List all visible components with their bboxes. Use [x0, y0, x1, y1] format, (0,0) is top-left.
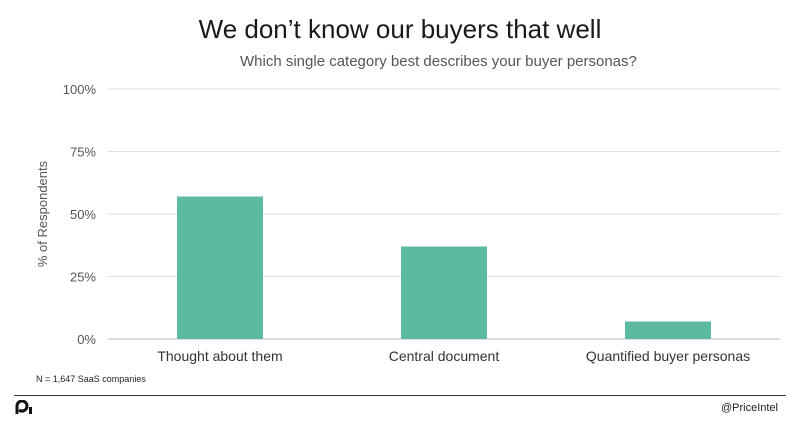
chart-title: We don’t know our buyers that well — [198, 14, 602, 44]
y-tick-label: 75% — [70, 145, 96, 160]
bar — [401, 246, 487, 339]
bar — [625, 321, 711, 339]
bar — [177, 196, 263, 339]
x-tick-label: Central document — [389, 348, 500, 364]
x-tick-label: Thought about them — [157, 348, 282, 364]
bar-chart: 0% 25% 50% 75% 100% % of Respondents Thought a… — [35, 82, 780, 364]
x-tick-label: Quantified buyer personas — [586, 348, 750, 364]
footer-handle: @PriceIntel — [720, 402, 778, 414]
y-tick-label: 25% — [70, 270, 96, 285]
y-tick-label: 100% — [63, 82, 97, 97]
y-tick-label: 0% — [77, 332, 96, 347]
chart-subtitle: Which single category best describes you… — [240, 53, 637, 70]
y-axis-label: % of Respondents — [35, 160, 50, 267]
footer-divider — [14, 395, 786, 396]
priceintel-logo-icon — [15, 400, 32, 414]
y-tick-label: 50% — [70, 207, 96, 222]
sample-size-note: N = 1,647 SaaS companies — [36, 374, 146, 384]
